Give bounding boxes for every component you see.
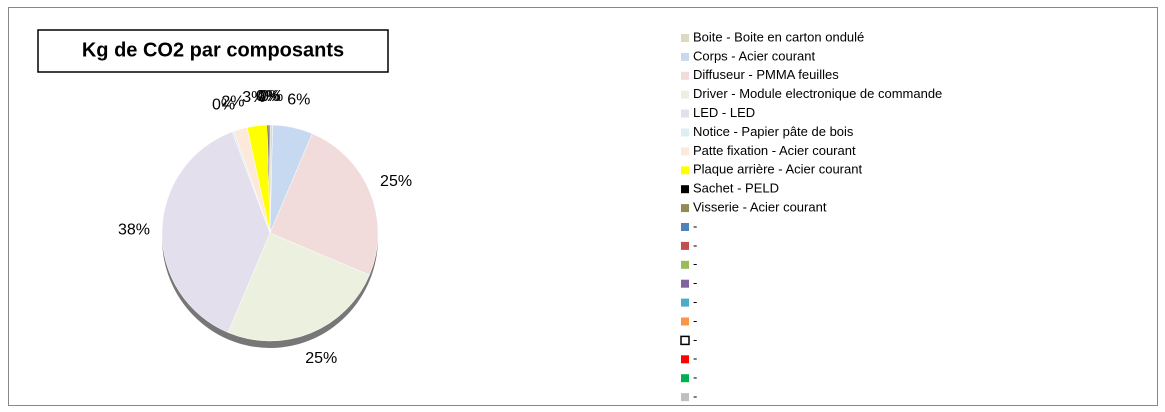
slice-label: 0%: [260, 88, 283, 105]
legend-swatch: [681, 393, 689, 402]
legend-label: -: [693, 256, 697, 271]
legend-swatch: [681, 185, 689, 194]
legend-label: -: [693, 313, 697, 328]
legend-swatch: [681, 166, 689, 175]
pie-slice: [269, 133, 379, 276]
legend-label: Sachet - PELD: [693, 181, 779, 196]
legend-swatch: [681, 204, 689, 213]
legend-label: -: [693, 370, 697, 385]
legend-swatch: [681, 147, 689, 156]
legend-label: Driver - Module electronique de commande: [693, 86, 942, 101]
legend-label: LED - LED: [693, 105, 755, 120]
pie-slice: [227, 232, 370, 342]
legend-swatch: [681, 109, 689, 118]
legend-label: -: [693, 275, 697, 290]
legend-swatch: [681, 34, 689, 42]
legend-label: -: [693, 351, 697, 366]
legend-label: Corps - Acier courant: [693, 48, 815, 63]
slice-label: 0%: [212, 96, 235, 113]
title-box: [37, 29, 389, 73]
legend-swatch: [681, 260, 689, 269]
slice-label: 25%: [305, 350, 337, 367]
legend-label: -: [693, 237, 697, 252]
legend-swatch: [680, 335, 690, 346]
slice-label: 0%: [258, 88, 281, 105]
legend-label: -: [693, 332, 697, 347]
legend-swatch: [681, 128, 689, 137]
legend-label: -: [693, 389, 697, 404]
legend-swatch: [681, 355, 689, 364]
legend-label: Notice - Papier pâte de bois: [693, 124, 854, 139]
legend-swatch: [681, 90, 689, 99]
legend-swatch: [681, 279, 689, 288]
legend-label: Patte fixation - Acier courant: [693, 143, 856, 158]
legend-swatch: [681, 317, 689, 326]
slice-label: 2%: [221, 93, 244, 110]
legend-label: -: [693, 294, 697, 309]
chart-title: Kg de CO2 par composants: [82, 39, 344, 61]
slice-label: 0%: [256, 88, 279, 105]
legend-swatch: [681, 52, 689, 61]
pie-slice: [268, 124, 271, 234]
legend-swatch: [681, 298, 689, 307]
legend-swatch: [681, 71, 689, 80]
legend-label: Plaque arrière - Acier courant: [693, 162, 862, 177]
legend-label: -: [693, 218, 697, 233]
legend-label: Visserie - Acier courant: [693, 200, 827, 215]
slice-label: 38%: [118, 221, 150, 238]
slice-label: 3%: [242, 89, 265, 106]
legend-swatch: [681, 374, 689, 383]
legend-swatch: [681, 223, 689, 231]
slice-label: 25%: [380, 173, 412, 190]
legend-label: Diffuseur - PMMA feuilles: [693, 67, 839, 82]
slice-label: 6%: [287, 91, 310, 108]
pie-slice: [161, 131, 271, 333]
legend-label: Boite - Boite en carton ondulé: [693, 29, 864, 44]
legend-swatch: [681, 241, 689, 250]
